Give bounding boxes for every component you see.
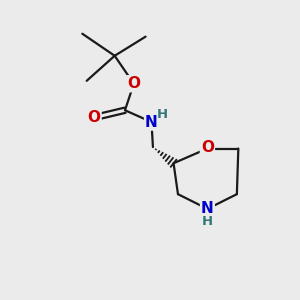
Text: N: N [145,115,158,130]
Text: H: H [157,108,168,121]
Text: O: O [88,110,100,125]
Text: O: O [127,76,140,91]
Text: O: O [201,140,214,154]
Text: H: H [202,215,213,228]
Text: N: N [201,201,214,216]
